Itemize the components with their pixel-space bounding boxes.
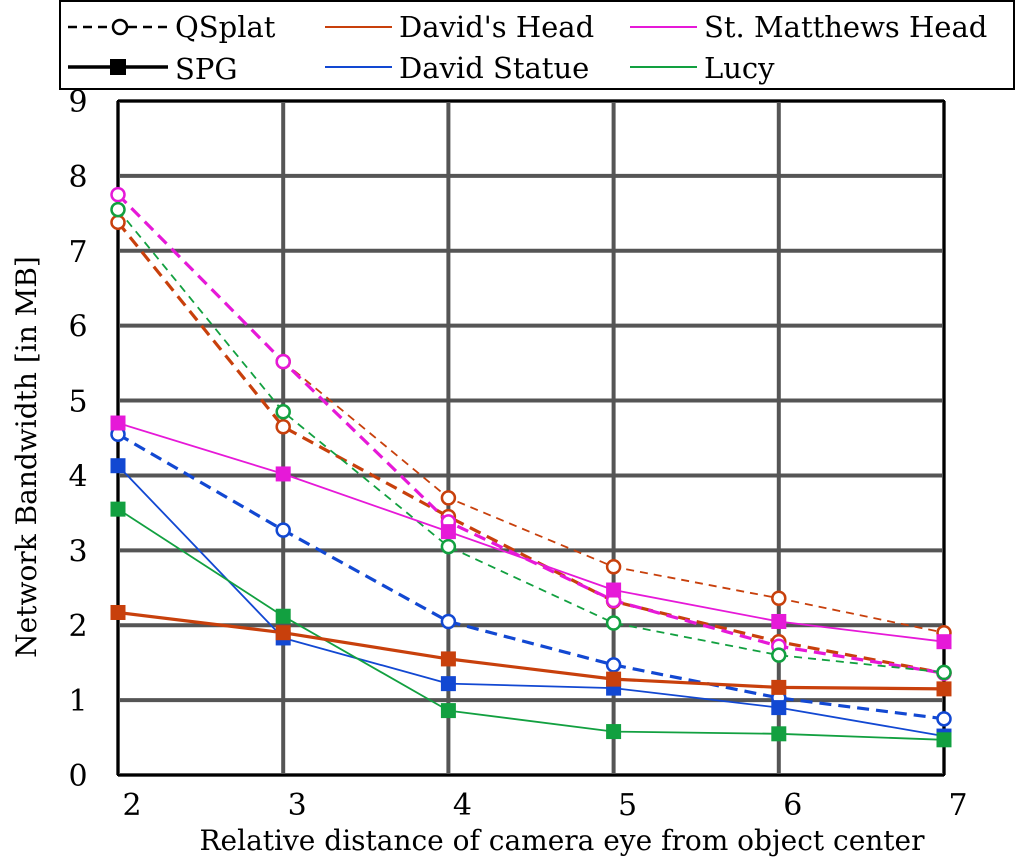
data-point-square xyxy=(275,608,291,624)
data-point-square xyxy=(440,703,456,719)
data-point-circle xyxy=(936,711,952,727)
data-point-square xyxy=(275,466,291,482)
data-point-square xyxy=(110,501,126,517)
series-line xyxy=(116,221,945,675)
y-tick-label: 2 xyxy=(68,609,87,644)
data-point-square xyxy=(606,582,622,598)
data-point-circle xyxy=(936,664,952,681)
x-tick-label: 6 xyxy=(783,788,802,823)
data-point-square xyxy=(936,634,952,650)
series-spg-st-matthews-head xyxy=(110,415,952,650)
legend-item-davids-head: David's Head xyxy=(325,10,594,44)
series-spg-david-s-head xyxy=(110,604,952,697)
data-point-square xyxy=(771,700,787,716)
legend-item-st-matthews-head: St. Matthews Head xyxy=(630,10,987,44)
data-point-circle xyxy=(275,419,291,435)
legend-filled-square-marker xyxy=(110,59,126,75)
data-point-circle xyxy=(275,353,291,370)
data-point-circle xyxy=(440,490,457,506)
data-point-circle xyxy=(110,186,126,203)
y-tick-label: 7 xyxy=(68,235,87,270)
data-point-square xyxy=(606,724,622,740)
series-layer xyxy=(110,186,952,748)
x-tick-label: 4 xyxy=(453,788,472,823)
y-tick-label: 5 xyxy=(68,385,87,420)
data-point-square xyxy=(771,726,787,742)
data-point-circle xyxy=(605,615,622,631)
data-point-square xyxy=(440,524,456,540)
y-tick-label: 0 xyxy=(68,759,87,794)
legend: QSplat SPG David's Head St. Matthews Hea… xyxy=(59,0,1015,90)
data-point-square xyxy=(440,651,456,667)
legend-davids-head-label: David's Head xyxy=(399,10,594,44)
legend-st-matthews-head-label: St. Matthews Head xyxy=(704,10,987,44)
y-tick-labels: 0 1 2 3 4 5 6 7 8 9 xyxy=(68,85,87,794)
series-line xyxy=(117,422,945,643)
legend-qsplat-label: QSplat xyxy=(175,10,276,44)
data-point-circle xyxy=(275,522,291,538)
data-point-square xyxy=(110,415,126,431)
data-point-circle xyxy=(440,538,457,555)
y-tick-label: 9 xyxy=(68,85,87,120)
legend-item-lucy: Lucy xyxy=(630,51,775,85)
data-point-circle xyxy=(605,559,622,575)
series-line xyxy=(117,610,945,691)
series-line xyxy=(117,209,945,674)
data-point-square xyxy=(110,604,126,620)
legend-item-spg: SPG xyxy=(68,52,238,86)
x-tick-label: 7 xyxy=(948,788,967,823)
series-qsplat-david-statue xyxy=(110,426,952,727)
data-point-circle xyxy=(275,404,291,420)
data-point-square xyxy=(771,613,787,629)
series-qsplat-lucy xyxy=(110,201,952,681)
x-tick-labels: 2 3 4 5 6 7 xyxy=(122,788,967,823)
x-tick-label: 5 xyxy=(618,788,637,823)
legend-david-statue-label: David Statue xyxy=(399,51,589,85)
data-point-square xyxy=(606,671,622,687)
series-spg-lucy xyxy=(110,501,952,748)
y-tick-label: 3 xyxy=(68,534,87,569)
x-tick-label: 2 xyxy=(122,788,141,823)
data-point-circle xyxy=(771,647,787,663)
data-point-circle xyxy=(110,214,126,231)
legend-spg-label: SPG xyxy=(175,52,238,86)
legend-frame xyxy=(59,0,1015,90)
series-line xyxy=(117,465,945,737)
series-line xyxy=(117,432,945,721)
data-point-square xyxy=(936,681,952,697)
data-point-circle xyxy=(110,201,126,218)
data-point-circle xyxy=(440,613,457,630)
x-axis-label: Relative distance of camera eye from obj… xyxy=(199,824,925,857)
legend-open-circle-marker xyxy=(111,18,129,36)
y-axis-label: Network Bandwidth [in MB] xyxy=(10,256,43,658)
legend-lucy-label: Lucy xyxy=(704,51,775,85)
y-tick-label: 6 xyxy=(68,310,87,345)
data-point-circle xyxy=(605,657,622,673)
y-tick-label: 4 xyxy=(68,459,87,494)
data-point-square xyxy=(936,732,952,748)
series-line xyxy=(117,508,945,741)
y-tick-label: 8 xyxy=(68,160,87,195)
x-tick-label: 3 xyxy=(288,788,307,823)
legend-item-david-statue: David Statue xyxy=(325,51,589,85)
data-point-circle xyxy=(771,590,787,607)
data-point-square xyxy=(771,679,787,695)
data-point-square xyxy=(110,458,126,474)
y-tick-label: 1 xyxy=(68,684,87,719)
data-point-square xyxy=(275,625,291,641)
legend-item-qsplat: QSplat xyxy=(68,10,276,44)
data-point-square xyxy=(440,676,456,692)
